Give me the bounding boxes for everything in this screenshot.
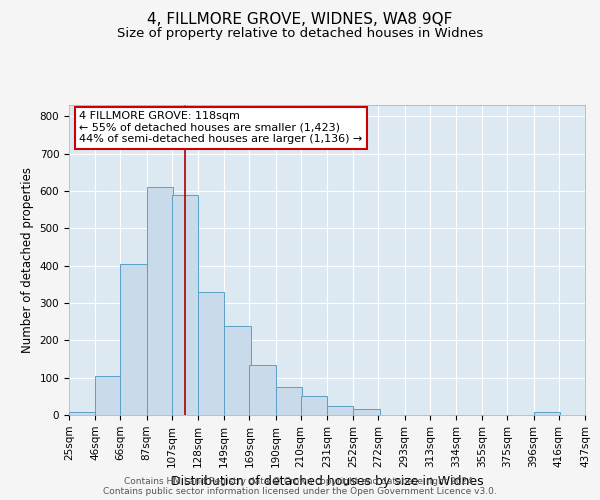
Bar: [250, 364, 275, 415]
Text: Contains public sector information licensed under the Open Government Licence v3: Contains public sector information licen…: [103, 487, 497, 496]
Y-axis label: Number of detached properties: Number of detached properties: [21, 167, 34, 353]
Bar: [301, 396, 327, 415]
Text: 4 FILLMORE GROVE: 118sqm
← 55% of detached houses are smaller (1,423)
44% of sem: 4 FILLMORE GROVE: 118sqm ← 55% of detach…: [79, 111, 362, 144]
Bar: [275, 387, 302, 415]
Bar: [533, 412, 560, 415]
Text: Contains HM Land Registry data © Crown copyright and database right 2024.: Contains HM Land Registry data © Crown c…: [124, 477, 476, 486]
Bar: [224, 326, 251, 415]
Bar: [95, 376, 122, 415]
Bar: [327, 406, 353, 415]
Bar: [353, 410, 380, 415]
Bar: [69, 412, 95, 415]
Text: Size of property relative to detached houses in Widnes: Size of property relative to detached ho…: [117, 28, 483, 40]
Bar: [146, 187, 173, 415]
Text: 4, FILLMORE GROVE, WIDNES, WA8 9QF: 4, FILLMORE GROVE, WIDNES, WA8 9QF: [148, 12, 452, 28]
Bar: [121, 264, 146, 415]
Bar: [172, 194, 198, 415]
X-axis label: Distribution of detached houses by size in Widnes: Distribution of detached houses by size …: [170, 475, 484, 488]
Bar: [198, 292, 224, 415]
